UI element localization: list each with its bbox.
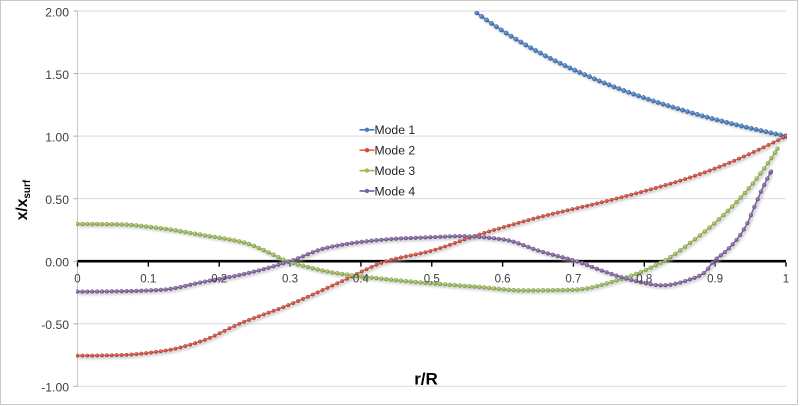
- svg-text:r/R: r/R: [414, 370, 438, 389]
- svg-text:1.00: 1.00: [45, 130, 69, 144]
- svg-text:1: 1: [783, 274, 789, 286]
- svg-text:0.1: 0.1: [140, 274, 156, 286]
- svg-text:0.2: 0.2: [211, 274, 227, 286]
- svg-text:2.00: 2.00: [45, 5, 69, 19]
- svg-text:Mode 4: Mode 4: [375, 184, 416, 198]
- svg-text:0.7: 0.7: [565, 274, 581, 286]
- svg-text:0.9: 0.9: [707, 274, 723, 286]
- svg-text:0.5: 0.5: [424, 274, 440, 286]
- svg-text:Mode 3: Mode 3: [375, 164, 416, 178]
- svg-text:Mode 1: Mode 1: [375, 123, 416, 137]
- svg-text:0: 0: [74, 274, 80, 286]
- svg-text:1.50: 1.50: [45, 68, 69, 82]
- svg-text:0.8: 0.8: [636, 274, 652, 286]
- svg-text:0.4: 0.4: [353, 274, 370, 286]
- svg-text:0.6: 0.6: [495, 274, 511, 286]
- svg-text:0.3: 0.3: [282, 274, 298, 286]
- svg-text:0.00: 0.00: [45, 256, 69, 270]
- svg-text:-1.00: -1.00: [41, 381, 69, 395]
- svg-text:-0.50: -0.50: [41, 318, 69, 332]
- svg-text:Mode 2: Mode 2: [375, 144, 416, 158]
- svg-text:0.50: 0.50: [45, 193, 69, 207]
